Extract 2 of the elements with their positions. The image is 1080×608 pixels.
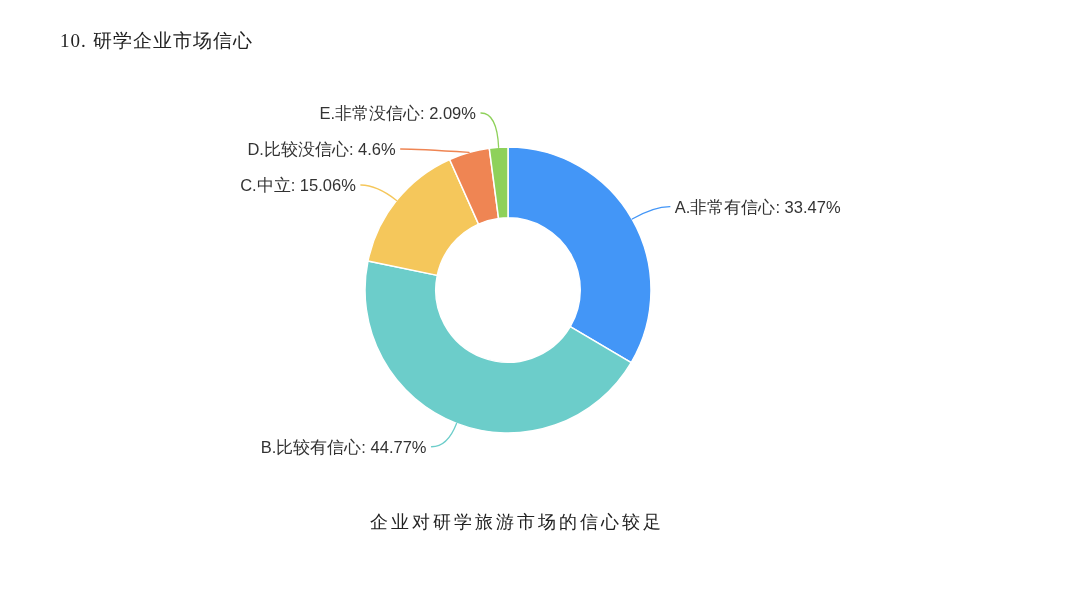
annotation: 企业对研学旅游市场的信心较足 (370, 512, 664, 532)
title: 10. 研学企业市场信心 (60, 30, 253, 51)
